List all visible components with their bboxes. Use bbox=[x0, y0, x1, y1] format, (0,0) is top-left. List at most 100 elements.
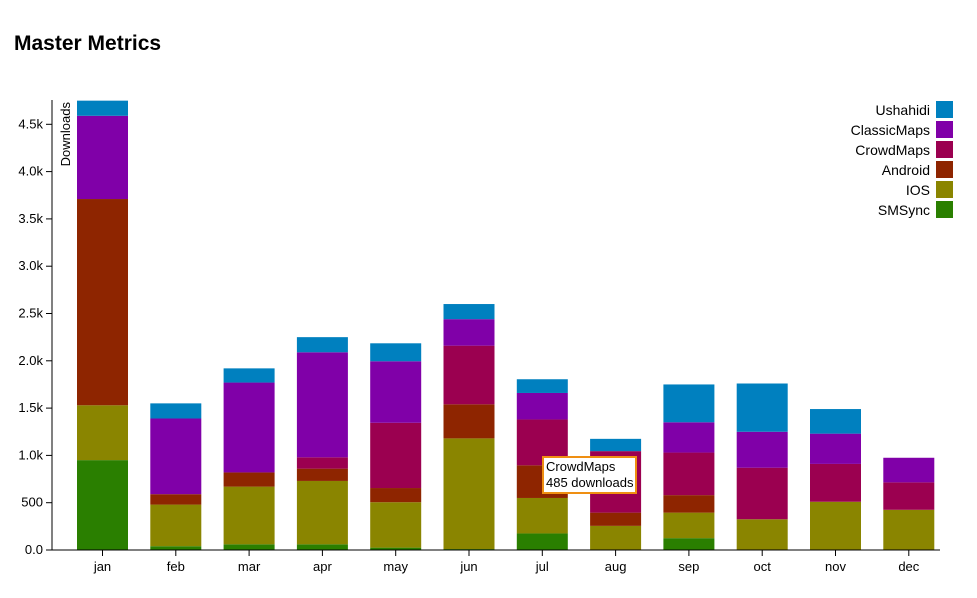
bar-may-ios[interactable] bbox=[370, 502, 422, 548]
bar-sep-ios[interactable] bbox=[663, 512, 715, 539]
bar-oct-classicmaps[interactable] bbox=[736, 431, 788, 468]
bar-nov-classicmaps[interactable] bbox=[810, 433, 861, 464]
x-tick-label-dec: dec bbox=[898, 559, 919, 574]
bar-jun-android[interactable] bbox=[443, 404, 495, 439]
bar-feb-ios[interactable] bbox=[150, 504, 202, 547]
bar-sep-smsync[interactable] bbox=[663, 538, 715, 550]
bar-mar-classicmaps[interactable] bbox=[223, 382, 275, 473]
y-tick-label: 0.0 bbox=[25, 542, 43, 557]
chart-title: Master Metrics bbox=[14, 32, 162, 55]
legend-label-ios[interactable]: IOS bbox=[906, 182, 930, 198]
bar-apr-ushahidi[interactable] bbox=[296, 337, 348, 353]
legend-swatch-crowdmaps[interactable] bbox=[936, 141, 953, 158]
legend-swatch-ushahidi[interactable] bbox=[936, 101, 953, 118]
bar-jun-crowdmaps[interactable] bbox=[443, 345, 495, 405]
bar-feb-ushahidi[interactable] bbox=[150, 403, 202, 419]
bar-sep-ushahidi[interactable] bbox=[663, 384, 715, 423]
x-tick-label-aug: aug bbox=[605, 559, 627, 574]
legend-label-smsync[interactable]: SMSync bbox=[878, 202, 930, 218]
bar-nov-ios[interactable] bbox=[810, 501, 861, 550]
y-tick-label: 2.5k bbox=[18, 306, 43, 321]
bar-jul-ushahidi[interactable] bbox=[516, 379, 568, 393]
y-tick-label: 4.5k bbox=[18, 116, 43, 131]
bar-jun-ios[interactable] bbox=[443, 438, 495, 550]
bar-jan-smsync[interactable] bbox=[77, 460, 128, 550]
bar-apr-classicmaps[interactable] bbox=[296, 352, 348, 458]
bar-may-smsync[interactable] bbox=[370, 547, 422, 550]
y-tick-label: 3.0k bbox=[18, 258, 43, 273]
bar-jun-classicmaps[interactable] bbox=[443, 319, 495, 346]
legend-label-android[interactable]: Android bbox=[882, 162, 930, 178]
bar-may-crowdmaps[interactable] bbox=[370, 422, 422, 489]
bar-jan-ushahidi[interactable] bbox=[77, 100, 128, 116]
bar-nov-crowdmaps[interactable] bbox=[810, 463, 861, 502]
legend-label-classicmaps[interactable]: ClassicMaps bbox=[851, 122, 930, 138]
legend-swatch-smsync[interactable] bbox=[936, 201, 953, 218]
bar-jun-ushahidi[interactable] bbox=[443, 304, 495, 320]
bar-apr-crowdmaps[interactable] bbox=[296, 457, 348, 469]
bar-jul-smsync[interactable] bbox=[516, 533, 568, 550]
bar-dec-crowdmaps[interactable] bbox=[883, 482, 935, 510]
y-tick-label: 1.0k bbox=[18, 447, 43, 462]
legend-label-crowdmaps[interactable]: CrowdMaps bbox=[855, 142, 930, 158]
bar-oct-ios[interactable] bbox=[736, 519, 788, 550]
bar-jan-android[interactable] bbox=[77, 199, 128, 406]
x-tick-label-apr: apr bbox=[313, 559, 332, 574]
bars[interactable] bbox=[77, 100, 935, 550]
bar-may-ushahidi[interactable] bbox=[370, 343, 422, 362]
legend-label-ushahidi[interactable]: Ushahidi bbox=[876, 102, 930, 118]
x-tick-label-feb: feb bbox=[167, 559, 185, 574]
bar-oct-ushahidi[interactable] bbox=[736, 383, 788, 432]
x-tick-label-nov: nov bbox=[825, 559, 846, 574]
bar-mar-ios[interactable] bbox=[223, 486, 275, 545]
bar-oct-crowdmaps[interactable] bbox=[736, 467, 788, 520]
legend-swatch-android[interactable] bbox=[936, 161, 953, 178]
bar-apr-ios[interactable] bbox=[296, 480, 348, 545]
bar-jan-ios[interactable] bbox=[77, 405, 128, 461]
bar-aug-ushahidi[interactable] bbox=[590, 438, 642, 452]
bar-sep-android[interactable] bbox=[663, 495, 715, 513]
bar-apr-android[interactable] bbox=[296, 468, 348, 481]
bar-may-android[interactable] bbox=[370, 488, 422, 503]
legend-swatch-ios[interactable] bbox=[936, 181, 953, 198]
x-tick-label-sep: sep bbox=[678, 559, 699, 574]
bar-feb-android[interactable] bbox=[150, 494, 202, 505]
bar-jan-classicmaps[interactable] bbox=[77, 115, 128, 200]
tooltip-value: 485 downloads bbox=[546, 475, 634, 490]
y-tick-label: 3.5k bbox=[18, 211, 43, 226]
bar-may-classicmaps[interactable] bbox=[370, 361, 422, 423]
bar-aug-android[interactable] bbox=[590, 512, 642, 526]
bar-feb-classicmaps[interactable] bbox=[150, 418, 202, 495]
x-tick-label-mar: mar bbox=[238, 559, 261, 574]
y-axis-label: Downloads bbox=[58, 102, 73, 167]
x-tick-label-jul: jul bbox=[535, 559, 549, 574]
bar-mar-smsync[interactable] bbox=[223, 544, 275, 550]
x-tick-label-jun: jun bbox=[459, 559, 477, 574]
tooltip: CrowdMaps 485 downloads bbox=[542, 456, 638, 494]
y-tick-label: 4.0k bbox=[18, 164, 43, 179]
y-tick-label: 500 bbox=[21, 495, 43, 510]
y-tick-label: 2.0k bbox=[18, 353, 43, 368]
legend[interactable]: Ushahidi ClassicMaps CrowdMaps Android IOS SM… bbox=[851, 101, 953, 218]
y-tick-label: 1.5k bbox=[18, 400, 43, 415]
legend-swatch-classicmaps[interactable] bbox=[936, 121, 953, 138]
tooltip-series: CrowdMaps bbox=[546, 459, 616, 474]
y-axis: 0.0 500 1.0k 1.5k 2.0k 2.5k 3.0k 3.5k 4.0k 4.5k bbox=[18, 100, 53, 557]
bar-jul-classicmaps[interactable] bbox=[516, 392, 568, 420]
bar-apr-smsync[interactable] bbox=[296, 544, 348, 550]
bar-feb-smsync[interactable] bbox=[150, 546, 202, 550]
bar-sep-crowdmaps[interactable] bbox=[663, 452, 715, 496]
x-tick-label-may: may bbox=[383, 559, 408, 574]
bar-mar-android[interactable] bbox=[223, 472, 275, 487]
bar-dec-ios[interactable] bbox=[883, 509, 935, 550]
bar-jul-ios[interactable] bbox=[516, 497, 568, 534]
bar-mar-ushahidi[interactable] bbox=[223, 368, 275, 383]
bar-dec-classicmaps[interactable] bbox=[883, 457, 935, 483]
bar-nov-ushahidi[interactable] bbox=[810, 409, 861, 434]
x-tick-label-oct: oct bbox=[754, 559, 772, 574]
x-axis: jan feb mar apr may jun jul aug sep oct nov dec bbox=[52, 549, 940, 574]
bar-sep-classicmaps[interactable] bbox=[663, 422, 715, 453]
x-tick-label-jan: jan bbox=[93, 559, 111, 574]
bar-aug-ios[interactable] bbox=[590, 525, 642, 550]
